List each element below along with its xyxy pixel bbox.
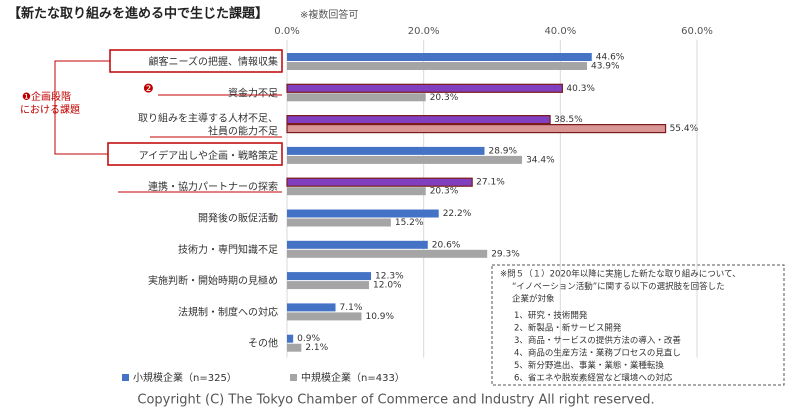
bar bbox=[286, 123, 667, 134]
note-line: 6、省エネや脱炭素経営など環境への対応 bbox=[514, 373, 673, 384]
x-tick-label: 0.0% bbox=[274, 26, 299, 37]
bar bbox=[287, 209, 439, 218]
note-line: ※問５（１）2020年以降に実施した新たな取り組みについて、 bbox=[500, 269, 741, 280]
value-label: 12.3% bbox=[375, 272, 404, 282]
bar bbox=[286, 114, 551, 125]
x-tick-label: 40.0% bbox=[544, 26, 576, 37]
y-tick-label: 取り組みを主導する人材不足、 bbox=[138, 112, 278, 125]
annotation: ❷ bbox=[143, 82, 154, 96]
value-label: 27.1% bbox=[476, 178, 505, 188]
annotation: ❶企画段階 bbox=[22, 90, 71, 103]
x-tick-label: 20.0% bbox=[408, 26, 440, 37]
value-label: 22.2% bbox=[443, 209, 472, 219]
value-label: 20.3% bbox=[430, 93, 459, 103]
note-line: “イノベーション活動”に関する以下の選択肢を回答した bbox=[512, 281, 725, 292]
y-tick-label: その他 bbox=[248, 337, 278, 350]
value-label: 0.9% bbox=[297, 334, 320, 344]
bar bbox=[286, 177, 473, 187]
value-label: 12.0% bbox=[373, 281, 402, 291]
bar bbox=[287, 53, 592, 61]
copyright: Copyright (C) The Tokyo Chamber of Comme… bbox=[137, 393, 654, 408]
value-label: 2.1% bbox=[305, 343, 328, 353]
note-line: 5、新分野進出、事業・業態・業種転換 bbox=[514, 360, 664, 371]
value-label: 40.3% bbox=[566, 84, 595, 94]
chart-title: 【新たな取り組みを進める中で生じた課題】 bbox=[8, 6, 268, 22]
bar bbox=[287, 240, 428, 249]
annotation-shapes bbox=[54, 49, 283, 193]
value-label: 10.9% bbox=[365, 312, 394, 322]
y-tick-label: 資金力不足 bbox=[228, 86, 278, 99]
bracket bbox=[54, 60, 110, 155]
legend-swatch bbox=[290, 374, 297, 381]
y-tick-label: 実施判断・開始時期の見極め bbox=[148, 274, 278, 287]
bar bbox=[287, 155, 523, 164]
bar bbox=[287, 62, 587, 70]
value-label: 44.6% bbox=[596, 53, 625, 63]
legend-label: 中規模企業（n=433） bbox=[301, 371, 405, 384]
bar bbox=[286, 83, 563, 93]
y-tick-label: 開発後の販促活動 bbox=[198, 212, 278, 225]
bar bbox=[287, 312, 362, 321]
value-label: 29.3% bbox=[491, 249, 520, 259]
bar bbox=[287, 303, 336, 312]
note-line: 企業が対象 bbox=[512, 294, 555, 305]
note-line: 3、商品・サービスの提供方法の導入・改善 bbox=[514, 335, 681, 346]
value-label: 43.9% bbox=[591, 62, 620, 72]
bar bbox=[287, 93, 426, 102]
value-label: 15.2% bbox=[395, 218, 424, 228]
bar bbox=[287, 218, 391, 227]
value-label: 20.6% bbox=[432, 240, 461, 250]
y-tick-label: 社員の能力不足 bbox=[208, 125, 278, 138]
chart-subtitle: ※複数回答可 bbox=[300, 8, 358, 21]
y-tick-label: 連携・協力パートナーの探索 bbox=[148, 180, 278, 193]
legend-label: 小規模企業（n=325） bbox=[133, 371, 237, 384]
y-tick-label: 技術力・専門知識不足 bbox=[178, 243, 278, 256]
note-box bbox=[491, 264, 785, 386]
bar bbox=[287, 272, 372, 281]
note-line: 4、商品の生産方法・業務プロセスの見直し bbox=[514, 348, 681, 359]
value-label: 28.9% bbox=[488, 146, 517, 156]
y-tick-label: 法規制・制度への対応 bbox=[178, 305, 278, 318]
bar bbox=[287, 281, 369, 290]
bar bbox=[287, 187, 426, 196]
value-label: 34.4% bbox=[526, 155, 555, 165]
y-tick-label: 顧客ニーズの把握、情報収集 bbox=[149, 55, 279, 68]
bar bbox=[287, 146, 485, 155]
bar bbox=[287, 343, 302, 352]
value-label: 55.4% bbox=[670, 124, 699, 134]
bar bbox=[287, 249, 488, 258]
value-label: 7.1% bbox=[340, 303, 363, 313]
annotation: における課題 bbox=[20, 103, 80, 116]
value-label: 38.5% bbox=[554, 115, 583, 125]
value-label: 20.3% bbox=[430, 187, 459, 197]
bar bbox=[287, 334, 294, 343]
legend-swatch bbox=[122, 374, 129, 381]
y-tick-label: アイデア出しや企画・戦略策定 bbox=[139, 149, 278, 162]
note-line: 1、研究・技術開発 bbox=[514, 310, 588, 321]
x-tick-label: 60.0% bbox=[681, 26, 713, 37]
note-line: 2、新製品・新サービス開発 bbox=[514, 323, 622, 334]
